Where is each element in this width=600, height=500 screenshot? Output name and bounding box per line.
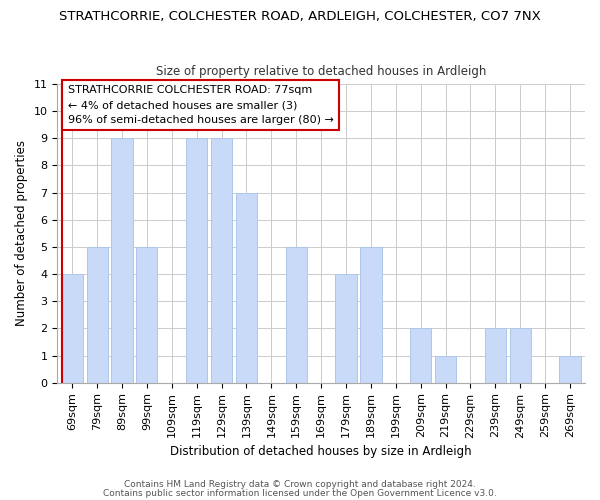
Bar	[485, 328, 506, 382]
Bar	[361, 247, 382, 382]
Text: Contains public sector information licensed under the Open Government Licence v3: Contains public sector information licen…	[103, 488, 497, 498]
Text: STRATHCORRIE, COLCHESTER ROAD, ARDLEIGH, COLCHESTER, CO7 7NX: STRATHCORRIE, COLCHESTER ROAD, ARDLEIGH,…	[59, 10, 541, 23]
Bar	[62, 274, 83, 382]
Bar	[86, 247, 107, 382]
Bar	[236, 192, 257, 382]
Bar	[112, 138, 133, 382]
Bar	[136, 247, 157, 382]
Bar	[435, 356, 456, 382]
Bar	[559, 356, 581, 382]
X-axis label: Distribution of detached houses by size in Ardleigh: Distribution of detached houses by size …	[170, 444, 472, 458]
Bar	[410, 328, 431, 382]
Bar	[510, 328, 531, 382]
Text: STRATHCORRIE COLCHESTER ROAD: 77sqm
← 4% of detached houses are smaller (3)
96% : STRATHCORRIE COLCHESTER ROAD: 77sqm ← 4%…	[68, 86, 334, 125]
Y-axis label: Number of detached properties: Number of detached properties	[15, 140, 28, 326]
Bar	[335, 274, 356, 382]
Bar	[286, 247, 307, 382]
Title: Size of property relative to detached houses in Ardleigh: Size of property relative to detached ho…	[156, 66, 487, 78]
Bar	[186, 138, 207, 382]
Bar	[211, 138, 232, 382]
Text: Contains HM Land Registry data © Crown copyright and database right 2024.: Contains HM Land Registry data © Crown c…	[124, 480, 476, 489]
